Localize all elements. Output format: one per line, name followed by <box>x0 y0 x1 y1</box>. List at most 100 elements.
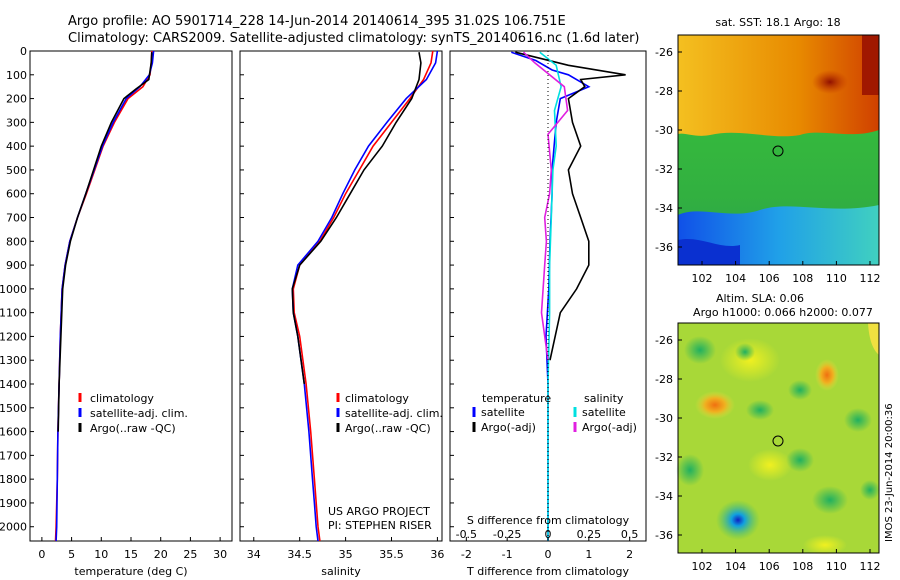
legend-s-argo: Argo(-adj) <box>582 421 637 434</box>
s-tick-label: 0.5 <box>621 528 639 541</box>
legend-t-argo: Argo(-adj) <box>481 421 536 434</box>
depth-tick-label: 1000 <box>0 283 27 296</box>
salinity-xlabel: salinity <box>321 565 361 578</box>
legend-satellite: satellite-adj. clim. <box>345 407 443 420</box>
depth-tick-label: 1600 <box>0 426 27 439</box>
depth-tick-label: 600 <box>6 188 27 201</box>
sla-map-title: Altim. SLA: 0.06 <box>716 292 804 305</box>
lat-tick-label: -34 <box>655 490 673 503</box>
salinity-plot: 34 34.5 35 35.5 36 <box>247 50 444 561</box>
depth-tick-label: 1800 <box>0 473 27 486</box>
lat-tick-label: -36 <box>655 241 673 254</box>
depth-tick-label: 700 <box>6 212 27 225</box>
profile-location-marker <box>772 145 784 157</box>
x-tick-label: 15 <box>124 548 138 561</box>
lat-tick-label: -30 <box>655 412 673 425</box>
lat-tick-label: -32 <box>655 163 673 176</box>
temperature-legend: climatology satellite-adj. clim. Argo(..… <box>78 392 188 435</box>
depth-tick-label: 1500 <box>0 402 27 415</box>
x-tick-label: 1 <box>585 548 592 561</box>
lat-tick-label: -36 <box>655 529 673 542</box>
legend-argo: Argo(..raw -QC) <box>90 422 176 435</box>
s-tick-label: -0.25 <box>493 528 521 541</box>
depth-tick-label: 800 <box>6 235 27 248</box>
sst-map <box>677 34 880 266</box>
sst-map-title: sat. SST: 18.1 Argo: 18 <box>715 16 840 29</box>
x-tick-label: 5 <box>68 548 75 561</box>
salinity-legend: climatology satellite-adj. clim. Argo(..… <box>336 392 443 435</box>
depth-tick-label: 1300 <box>0 354 27 367</box>
lon-tick-label: 110 <box>826 272 847 285</box>
profile-location-marker <box>772 435 784 447</box>
x-tick-label: 10 <box>94 548 108 561</box>
argo-height-title: Argo h1000: 0.066 h2000: 0.077 <box>693 306 873 319</box>
x-tick-label: 20 <box>154 548 168 561</box>
lon-tick-label: 112 <box>860 560 881 573</box>
lat-tick-label: -28 <box>655 373 673 386</box>
x-tick-label: -1 <box>502 548 513 561</box>
series-line-argo-adj- <box>522 51 569 361</box>
project-note: US ARGO PROJECT <box>328 505 430 518</box>
legend-climatology: climatology <box>345 392 409 405</box>
depth-tick-label: 400 <box>6 140 27 153</box>
lon-tick-label: 108 <box>792 560 813 573</box>
lat-tick-label: -26 <box>655 334 673 347</box>
legend-argo: Argo(..raw -QC) <box>345 422 431 435</box>
lat-tick-label: -32 <box>655 451 673 464</box>
x-tick-label: 2 <box>626 548 633 561</box>
x-tick-label: 0 <box>545 548 552 561</box>
s-tick-label: 0.25 <box>577 528 602 541</box>
series-line-climatology <box>292 50 434 542</box>
lon-tick-label: 104 <box>725 272 746 285</box>
x-tick-label: 0 <box>38 548 45 561</box>
depth-tick-label: 0 <box>20 45 27 58</box>
depth-tick-label: 200 <box>6 93 27 106</box>
lon-tick-label: 102 <box>692 560 713 573</box>
x-tick-label: 35 <box>339 548 353 561</box>
depth-tick-label: 300 <box>6 116 27 129</box>
s-difference-label: S difference from climatology <box>467 514 630 527</box>
s-tick-label: -0.5 <box>456 528 477 541</box>
salinity-panel-frame <box>239 50 443 542</box>
depth-tick-label: 1400 <box>0 378 27 391</box>
x-tick-label: 25 <box>183 548 197 561</box>
x-tick-label: 36 <box>430 548 444 561</box>
series-line-argo-raw-qc- <box>291 52 422 385</box>
sla-map <box>676 322 880 555</box>
lon-tick-label: 104 <box>725 560 746 573</box>
depth-tick-label: 500 <box>6 164 27 177</box>
depth-tick-label: 1100 <box>0 307 27 320</box>
lat-tick-label: -28 <box>655 85 673 98</box>
temperature-xlabel: temperature (deg C) <box>74 565 187 578</box>
legend-climatology: climatology <box>90 392 154 405</box>
difference-plot: -2 -1 0 1 2 -0.5 -0.25 0 0.25 0.5 <box>456 51 639 561</box>
t-difference-xlabel: T difference from climatology <box>466 565 629 578</box>
temperature-plot: 0 5 10 15 20 25 30 <box>38 50 227 561</box>
pi-note: PI: STEPHEN RISER <box>328 519 432 532</box>
legend-salinity-head: salinity <box>584 392 624 405</box>
depth-tick-label: 1900 <box>0 497 27 510</box>
header-line-1: Argo profile: AO 5901714_228 14-Jun-2014… <box>68 14 566 29</box>
depth-tick-label: 1700 <box>0 449 27 462</box>
sst-map-axes: -26 -28 -30 -32 -34 -36 102 104 106 108 110 112 <box>655 46 880 285</box>
lon-tick-label: 110 <box>826 560 847 573</box>
legend-t-satellite: satellite <box>481 406 525 419</box>
temperature-panel-frame <box>29 50 233 542</box>
lon-tick-label: 106 <box>759 272 780 285</box>
x-tick-label: 34 <box>247 548 261 561</box>
series-line-argo-raw-qc- <box>57 52 153 432</box>
series-line-climatology <box>54 50 153 542</box>
depth-tick-label: 2000 <box>0 521 27 534</box>
depth-tick-label: 900 <box>6 259 27 272</box>
imos-credit: IMOS 23-Jun-2014 20:00:36 <box>884 403 895 542</box>
x-tick-label: -2 <box>461 548 472 561</box>
lat-tick-label: -30 <box>655 124 673 137</box>
s-tick-label: 0 <box>545 528 552 541</box>
difference-legend: temperature salinity satellite Argo(-adj… <box>472 392 637 434</box>
series-line-argo-adj- <box>515 51 626 361</box>
legend-s-satellite: satellite <box>582 406 626 419</box>
depth-axis: 0 100 200 300 400 500 600 700 800 900 1000 1100 1200… <box>0 45 454 534</box>
lon-tick-label: 106 <box>759 560 780 573</box>
legend-satellite: satellite-adj. clim. <box>90 407 188 420</box>
